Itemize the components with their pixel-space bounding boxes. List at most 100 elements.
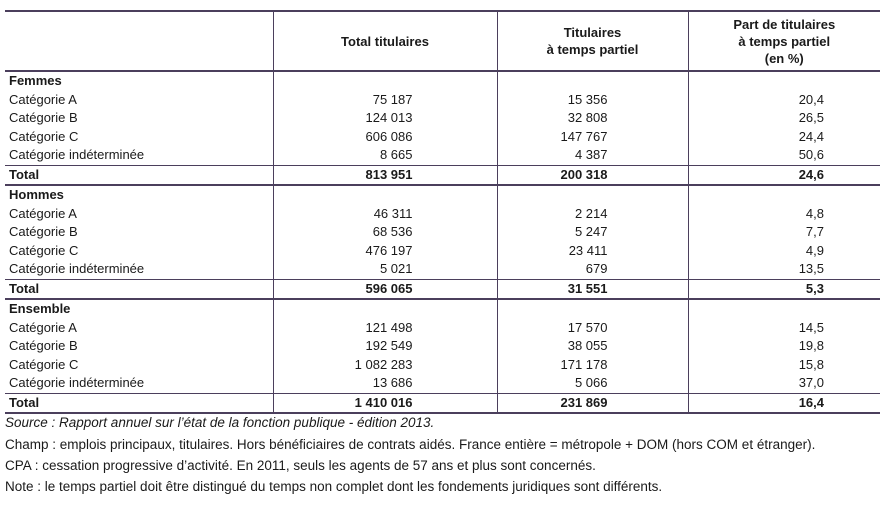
cell: 68 536 (272, 223, 497, 242)
cell (687, 185, 880, 205)
cell: 1 410 016 (272, 392, 497, 414)
header-line: Part de titulaires (733, 16, 836, 32)
cell: 46 311 (272, 204, 497, 223)
group-label: Hommes (9, 187, 64, 203)
cell: 13 686 (272, 374, 497, 393)
cell: 124 013 (272, 109, 497, 128)
data-row: Catégorie indéterminée 13 686 5 066 37,0 (5, 374, 880, 393)
cell: 171 178 (496, 355, 688, 374)
data-row: Catégorie A 121 498 17 570 14,5 (5, 318, 880, 337)
data-row: Catégorie C 476 197 23 411 4,9 (5, 241, 880, 260)
cell: 38 055 (496, 337, 688, 356)
cell: 5 066 (496, 374, 688, 393)
cell: 813 951 (272, 164, 497, 186)
total-row: Total 813 951 200 318 24,6 (5, 164, 880, 186)
cell: 13,5 (687, 260, 880, 279)
cell: 606 086 (272, 127, 497, 146)
row-label: Catégorie indéterminée (9, 261, 145, 277)
data-row: Catégorie B 124 013 32 808 26,5 (5, 109, 880, 128)
cell (496, 185, 688, 205)
total-row: Total 596 065 31 551 5,3 (5, 278, 880, 300)
cell (272, 71, 497, 91)
cell: 8 665 (272, 146, 497, 165)
cell: 19,8 (687, 337, 880, 356)
cell: 26,5 (687, 109, 880, 128)
cell: 14,5 (687, 318, 880, 337)
row-label: Catégorie indéterminée (9, 375, 145, 391)
cell: 192 549 (272, 337, 497, 356)
data-row: Catégorie A 46 311 2 214 4,8 (5, 204, 880, 223)
cell: 75 187 (272, 90, 497, 109)
cell (687, 299, 880, 319)
cell: 596 065 (272, 278, 497, 300)
row-label: Catégorie C (9, 242, 79, 258)
group-row: Femmes (5, 71, 880, 91)
group-row: Ensemble (5, 299, 880, 319)
cell: 1 082 283 (272, 355, 497, 374)
column-header: Total titulaires (272, 10, 497, 72)
group-label: Femmes (9, 73, 62, 89)
row-label: Total (5, 278, 273, 300)
cell (496, 71, 688, 91)
cell: 4,8 (687, 204, 880, 223)
cell: 50,6 (687, 146, 880, 165)
cell: 4,9 (687, 241, 880, 260)
cell (687, 71, 880, 91)
data-row: Catégorie A 75 187 15 356 20,4 (5, 90, 880, 109)
cell: 476 197 (272, 241, 497, 260)
cell: 23 411 (496, 241, 688, 260)
group-label: Ensemble (9, 301, 71, 317)
data-row: Catégorie B 68 536 5 247 7,7 (5, 223, 880, 242)
cell: 679 (496, 260, 688, 279)
table-wrap: Total titulaires Titulaires à temps partie… (5, 10, 880, 414)
column-header: Part de titulaires à temps partiel (en %) (687, 10, 880, 72)
row-label: Catégorie A (9, 205, 77, 221)
cell: 24,4 (687, 127, 880, 146)
row-label: Catégorie B (9, 338, 78, 354)
cell: 15,8 (687, 355, 880, 374)
header-line: (en %) (764, 50, 804, 66)
header-line: Titulaires (563, 25, 622, 40)
data-table: Total titulaires Titulaires à temps partie… (5, 10, 880, 414)
table-body: Femmes Catégorie A 75 187 15 356 20,4 Catégor… (5, 71, 880, 414)
column-header: Titulaires à temps partiel (496, 10, 688, 72)
header-row: Total titulaires Titulaires à temps partie… (5, 10, 880, 72)
row-label: Catégorie A (9, 319, 77, 335)
data-row: Catégorie C 1 082 283 171 178 15,8 (5, 355, 880, 374)
cell: 121 498 (272, 318, 497, 337)
notes: Source : Rapport annuel sur l’état de la… (5, 414, 883, 499)
row-label: Catégorie B (9, 110, 78, 126)
cell: 4 387 (496, 146, 688, 165)
row-label: Catégorie C (9, 356, 79, 372)
data-row: Catégorie B 192 549 38 055 19,8 (5, 337, 880, 356)
row-label: Catégorie C (9, 128, 79, 144)
header-line: à temps partiel (546, 42, 639, 57)
champ-note: Champ : emplois principaux, titulaires. … (5, 437, 816, 452)
header-line: à temps partiel (738, 33, 831, 49)
note: Note : le temps partiel doit être distin… (5, 479, 663, 494)
cell: 15 356 (496, 90, 688, 109)
row-label: Total (5, 164, 273, 186)
header-line: Total titulaires (341, 33, 429, 49)
cell: 7,7 (687, 223, 880, 242)
cell: 5 247 (496, 223, 688, 242)
cell: 231 869 (496, 392, 688, 414)
data-row: Catégorie indéterminée 8 665 4 387 50,6 (5, 146, 880, 165)
data-row: Catégorie C 606 086 147 767 24,4 (5, 127, 880, 146)
cell (272, 185, 497, 205)
group-row: Hommes (5, 185, 880, 205)
cell: 16,4 (687, 392, 880, 414)
cell: 31 551 (496, 278, 688, 300)
source-note: Source : Rapport annuel sur l’état de la… (5, 415, 435, 430)
row-label: Catégorie B (9, 224, 78, 240)
table-head: Total titulaires Titulaires à temps partie… (5, 10, 880, 72)
cell: 200 318 (496, 164, 688, 186)
cell: 5 021 (272, 260, 497, 279)
cell: 24,6 (687, 164, 880, 186)
cell: 147 767 (496, 127, 688, 146)
row-label: Catégorie indéterminée (9, 147, 145, 163)
total-row: Total 1 410 016 231 869 16,4 (5, 392, 880, 414)
cell: 32 808 (496, 109, 688, 128)
cell: 20,4 (687, 90, 880, 109)
